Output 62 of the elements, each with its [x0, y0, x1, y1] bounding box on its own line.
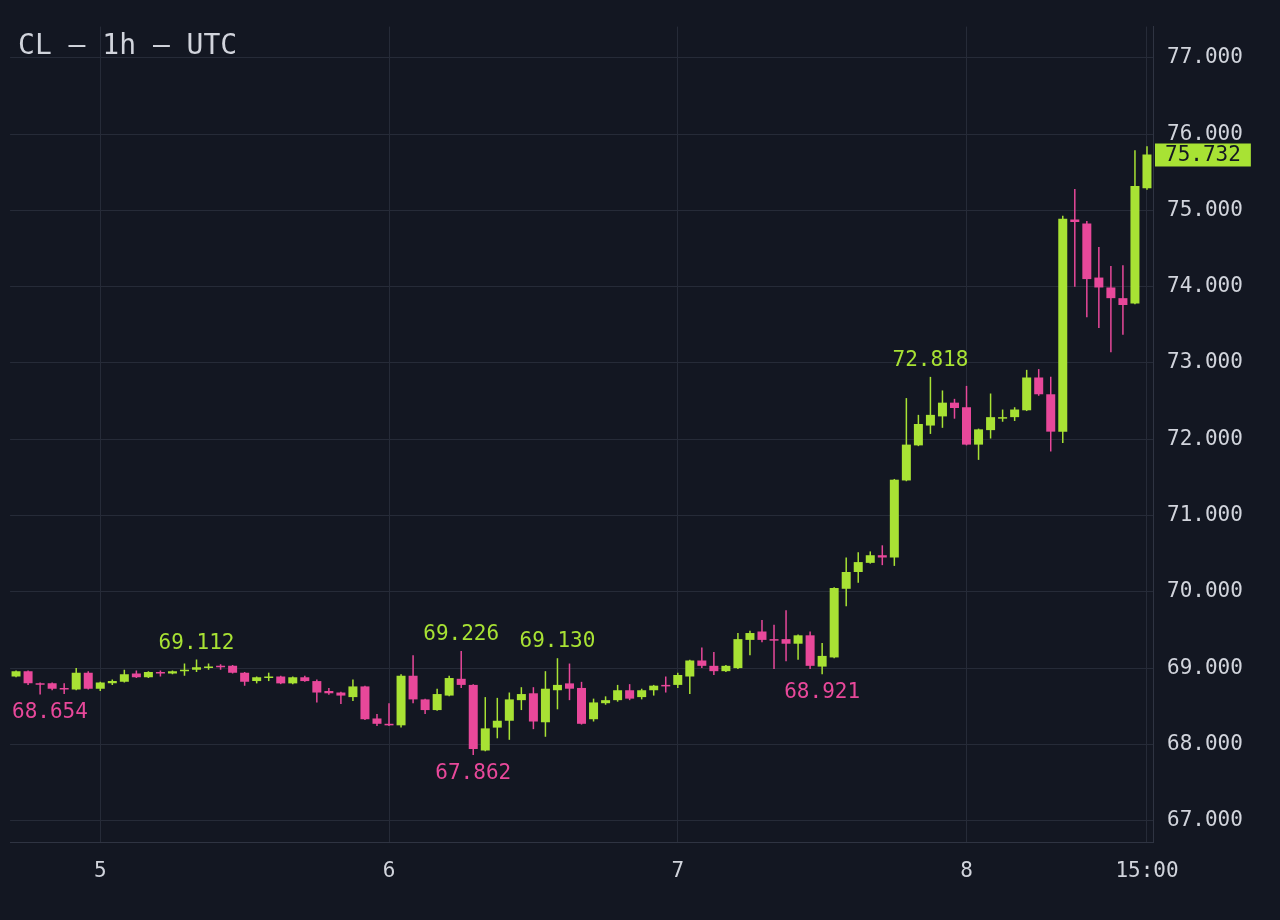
candlestick [913, 414, 923, 447]
candlestick [974, 427, 984, 461]
y-tick-label: 68.000 [1167, 730, 1243, 755]
candlestick [456, 650, 466, 689]
candlestick [685, 658, 695, 695]
y-tick-label: 77.000 [1167, 44, 1243, 69]
candlestick [408, 654, 418, 704]
candlestick [564, 662, 574, 701]
x-tick-label: 5 [93, 857, 107, 882]
candlestick [516, 686, 526, 711]
candlestick [781, 609, 791, 662]
y-tick-label: 75.000 [1167, 196, 1243, 221]
x-tick-label: 8 [960, 857, 973, 882]
candlestick [552, 657, 562, 711]
x-tick-label: 15:00 [1115, 857, 1179, 882]
candlestick [336, 691, 346, 705]
candlestick [769, 623, 779, 670]
annotation: 67.862 [435, 759, 512, 784]
y-tick-label: 71.000 [1167, 502, 1243, 527]
candlestick [348, 678, 358, 702]
candlestick [709, 651, 719, 676]
candlestick [1094, 246, 1104, 329]
candlestick [480, 696, 490, 753]
text: 75.732 [1165, 142, 1241, 167]
candlestick [492, 697, 502, 740]
candlestick [949, 398, 959, 420]
y-tick-label: 67.000 [1167, 807, 1243, 832]
candlestick [925, 376, 935, 435]
annotation: 68.654 [12, 699, 88, 724]
candlestick [504, 691, 514, 741]
candlestick [312, 678, 322, 704]
candlestick [793, 633, 803, 661]
candlestick [853, 551, 863, 584]
candlestick [937, 389, 947, 429]
candlestick [745, 629, 755, 656]
y-tick-label: 74.000 [1167, 273, 1243, 298]
candlestick [877, 544, 887, 566]
y-tick-label: 73.000 [1167, 349, 1243, 374]
candlestick [71, 667, 81, 691]
chart-title: CL — 1h — UTC [18, 27, 238, 61]
annotation: 72.818 [892, 346, 969, 371]
candlestick [35, 681, 45, 696]
annotation: 69.130 [519, 628, 596, 653]
candlestick [986, 392, 996, 440]
candlestick [432, 687, 442, 712]
candlestick [1118, 264, 1128, 336]
y-tick-label: 70.000 [1167, 578, 1243, 603]
y-tick-label: 69.000 [1167, 654, 1243, 679]
candlestick [697, 646, 707, 669]
x-tick-label: 7 [671, 857, 685, 882]
y-tick-label: 76.000 [1167, 120, 1243, 145]
candlestick [841, 556, 851, 608]
candlestick [1106, 265, 1116, 354]
y-tick-label: 72.000 [1167, 425, 1243, 450]
candlestick [817, 642, 827, 675]
candlestick [1034, 368, 1044, 397]
annotation: 68.921 [784, 679, 861, 704]
annotation: 69.112 [158, 629, 235, 654]
annotation: 69.226 [423, 620, 500, 645]
x-tick-label: 6 [382, 857, 396, 882]
candlestick [757, 619, 767, 643]
candlestick [589, 697, 599, 723]
